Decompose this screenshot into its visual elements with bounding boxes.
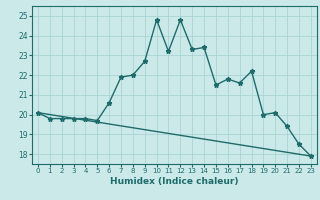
X-axis label: Humidex (Indice chaleur): Humidex (Indice chaleur)	[110, 177, 239, 186]
